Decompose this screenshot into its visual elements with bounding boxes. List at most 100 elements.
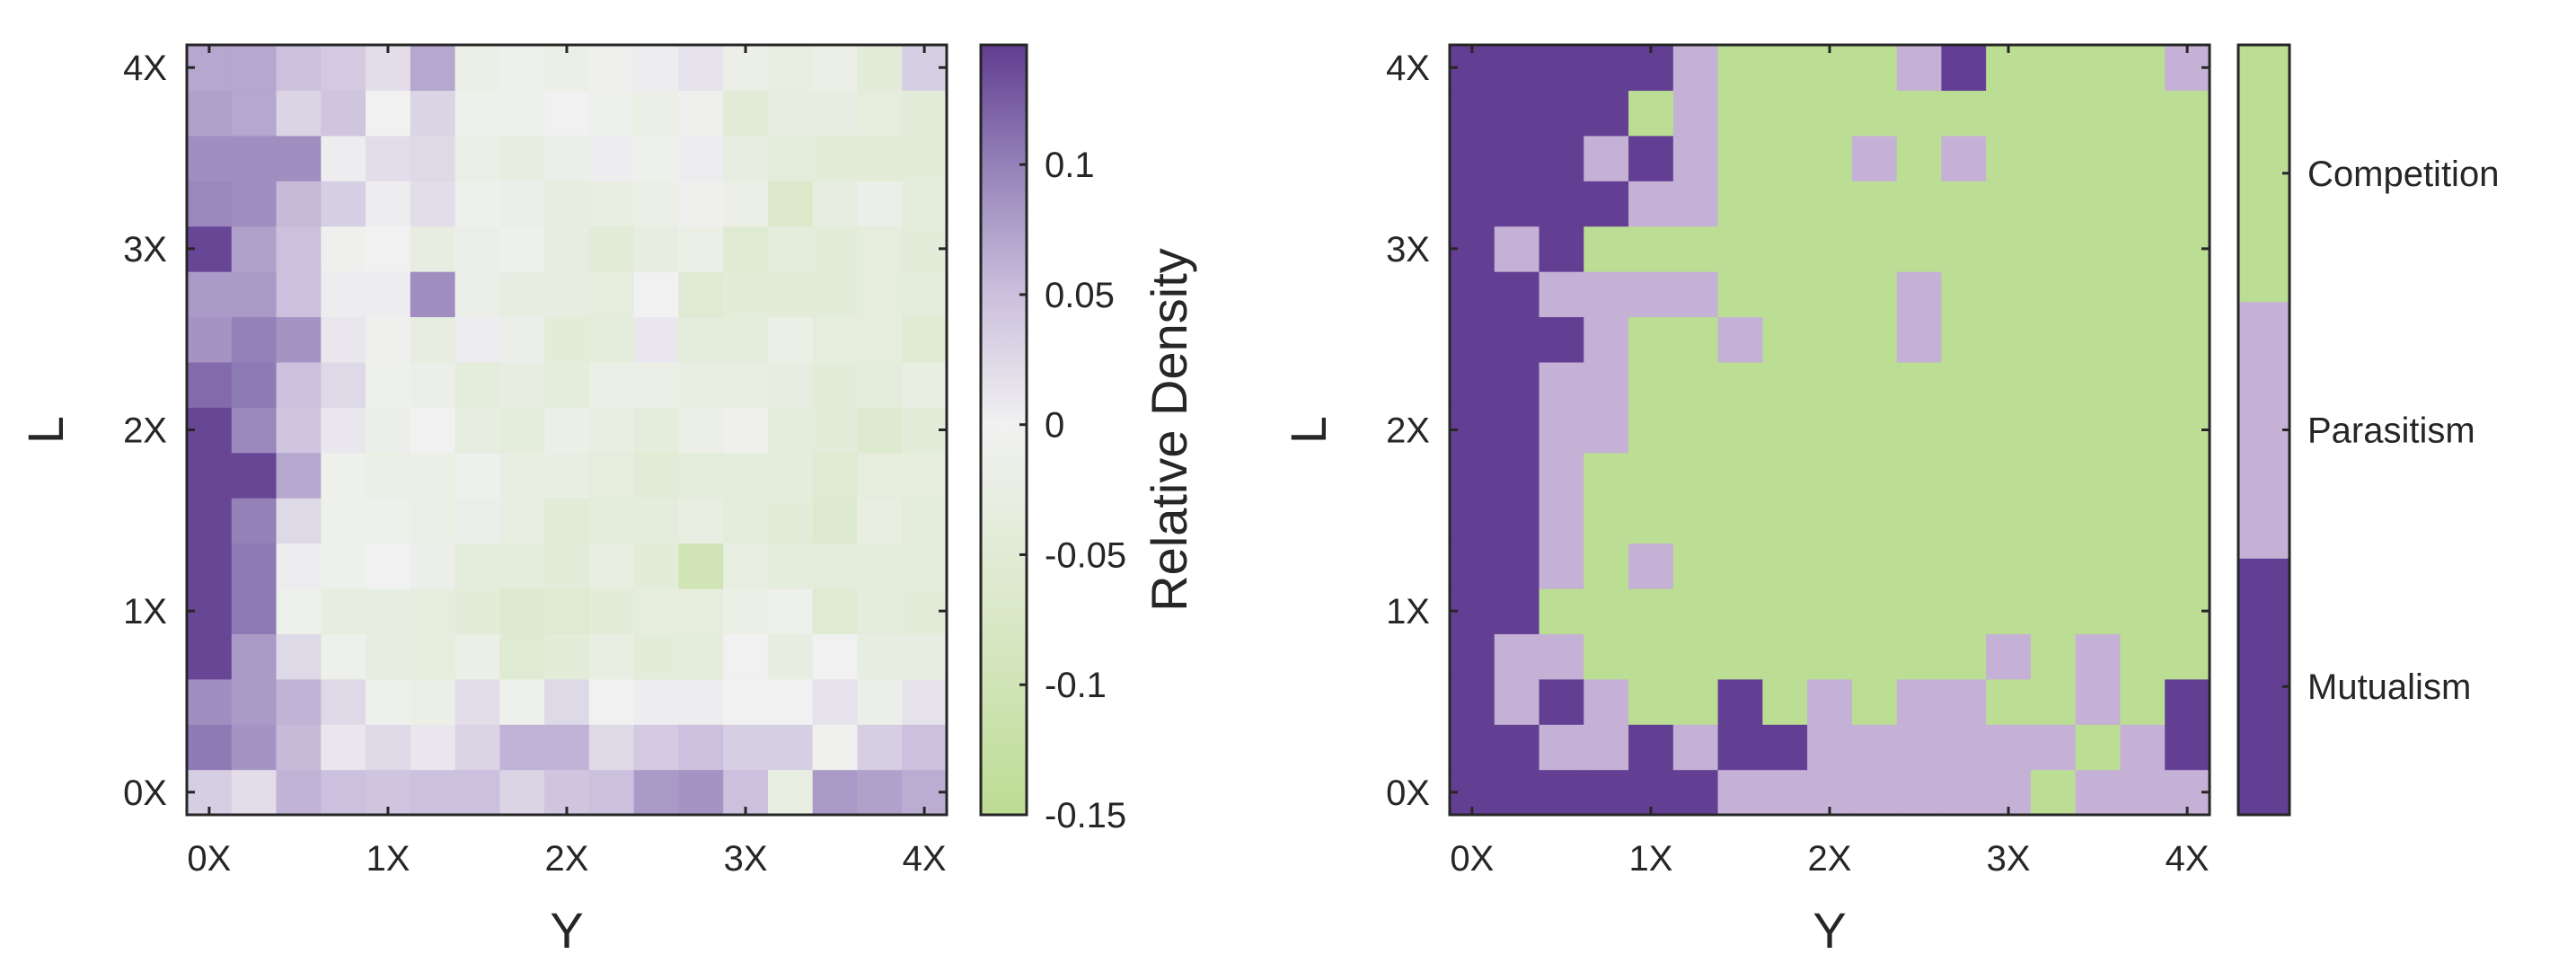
heatmap-cell [231,45,278,92]
heatmap-cell [678,633,724,680]
heatmap-cell [2030,271,2077,318]
heatmap-cell [1717,45,1763,92]
heatmap-cell [231,769,278,816]
heatmap-cell [1762,135,1808,181]
heatmap-cell [499,135,545,181]
heatmap-cell [2165,316,2210,363]
heatmap-cell [588,769,635,816]
heatmap-cell [1896,769,1943,816]
heatmap-cell [902,724,948,771]
x-tick-label: 4X [903,839,947,879]
heatmap-cell [902,543,948,589]
y-tick-label: 3X [1386,230,1430,270]
heatmap-cell [366,588,411,634]
heatmap-cell [857,90,903,137]
heatmap-cell [588,90,635,137]
heatmap-cell [1986,181,2032,227]
heatmap-cell [1851,724,1898,771]
heatmap-cell [1539,769,1584,816]
heatmap-cell [410,90,456,137]
heatmap-cell [723,543,769,589]
heatmap-cell [812,498,859,544]
heatmap-cell [1450,135,1495,181]
heatmap-cell [2075,225,2122,272]
heatmap-cell [723,588,769,634]
heatmap-cell [767,769,814,816]
heatmap-cell [767,181,814,227]
heatmap-cell [1672,588,1719,634]
heatmap-cell [1450,271,1495,318]
heatmap-cell [1672,678,1719,725]
heatmap-cell [767,225,814,272]
heatmap-cell [2030,543,2077,589]
heatmap-cell [454,361,500,408]
heatmap-cell [857,45,903,92]
heatmap-cell [2030,678,2077,725]
heatmap-cell [633,135,680,181]
heatmap-cell [723,498,769,544]
heatmap-cell [454,225,500,272]
heatmap-cell [902,452,948,499]
heatmap-cell [321,724,366,771]
heatmap-cell [588,498,635,544]
heatmap-cell [1584,361,1629,408]
heatmap-cell [366,724,411,771]
heatmap-cell [276,724,322,771]
heatmap-cell [2075,271,2122,318]
heatmap-cell [1851,181,1898,227]
heatmap-cell [1450,316,1495,363]
heatmap-cell [1494,633,1540,680]
heatmap-cell [1986,498,2032,544]
heatmap-cell [544,225,590,272]
heatmap-cell [276,633,322,680]
heatmap-cell [187,361,233,408]
heatmap-cell [678,769,724,816]
heatmap-cell [1807,225,1853,272]
heatmap-cell [678,271,724,318]
heatmap-cell [588,452,635,499]
heatmap-cell [1494,724,1540,771]
heatmap-cell [678,135,724,181]
heatmap-cell [1896,316,1943,363]
heatmap-cell [812,543,859,589]
heatmap-cell [2120,181,2166,227]
heatmap-cell [2120,724,2166,771]
heatmap-cell [1941,633,1987,680]
heatmap-cell [588,724,635,771]
heatmap-cell [812,452,859,499]
x-tick-label: 1X [366,839,410,879]
heatmap-cell [767,90,814,137]
heatmap-cell [767,452,814,499]
heatmap-cell [499,90,545,137]
heatmap-cell [902,633,948,680]
heatmap-cell [2075,407,2122,454]
heatmap-cell [276,361,322,408]
heatmap-cell [2120,769,2166,816]
heatmap-cell [276,181,322,227]
heatmap-cell [1807,90,1853,137]
heatmap-cell [2075,588,2122,634]
heatmap-cell [902,498,948,544]
heatmap-cell [499,724,545,771]
heatmap-cell [1672,633,1719,680]
heatmap-cell [678,588,724,634]
heatmap-cell [857,588,903,634]
x-axis-label: Y [550,902,583,959]
heatmap-cell [1717,498,1763,544]
heatmap-cell [1851,543,1898,589]
heatmap-cell [1584,452,1629,499]
heatmap-cell [1762,90,1808,137]
heatmap-cell [633,543,680,589]
heatmap-cell [499,225,545,272]
heatmap-cell [1851,498,1898,544]
heatmap-cell [321,543,366,589]
heatmap-cell [1672,361,1719,408]
heatmap-cell [1584,724,1629,771]
heatmap-cell [812,407,859,454]
y-tick-label: 2X [123,411,167,451]
heatmap-cell [544,498,590,544]
heatmap-cell [1628,316,1674,363]
heatmap-cell [1628,543,1674,589]
heatmap-cell [588,45,635,92]
heatmap-cell [633,316,680,363]
